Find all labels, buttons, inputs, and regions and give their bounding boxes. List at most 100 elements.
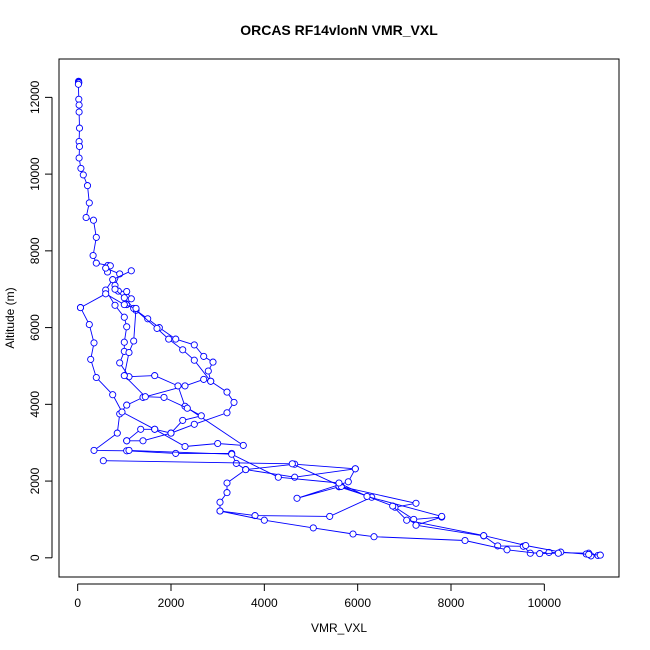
data-point (74, 80, 82, 88)
data-point (179, 346, 187, 354)
data-point (90, 339, 98, 347)
data-point (120, 338, 128, 346)
data-point (87, 355, 95, 363)
data-point (99, 457, 107, 465)
data-point (260, 516, 268, 524)
data-point (223, 409, 231, 417)
data-point (363, 492, 371, 500)
y-axis-label: Altitude (m) (3, 287, 17, 348)
data-point (132, 304, 140, 312)
data-point (335, 479, 343, 487)
data-point (181, 382, 189, 390)
y-tick-label: 2000 (28, 467, 42, 494)
data-point (585, 550, 593, 558)
data-point (480, 532, 488, 540)
data-point (370, 533, 378, 541)
data-point (228, 450, 236, 458)
data-point (344, 478, 352, 486)
y-tick-label: 4000 (28, 391, 42, 418)
data-point (274, 473, 282, 481)
data-point (116, 359, 124, 367)
y-tick-label: 6000 (28, 314, 42, 341)
data-point (127, 267, 135, 275)
x-tick-label: 8000 (438, 596, 465, 610)
data-point (223, 489, 231, 497)
data-point (92, 233, 100, 241)
data-point (123, 401, 131, 409)
data-point (153, 324, 161, 332)
data-point (179, 416, 187, 424)
data-point (125, 446, 133, 454)
y-tick-label: 12000 (28, 80, 42, 114)
data-point (123, 437, 131, 445)
x-tick-label: 2000 (158, 596, 185, 610)
series-line (338, 485, 599, 557)
data-point (130, 337, 138, 345)
data-point (75, 154, 83, 162)
data-point (596, 551, 604, 559)
data-point (207, 377, 215, 385)
data-point (242, 466, 250, 474)
data-point (151, 425, 159, 433)
data-point (403, 516, 411, 524)
data-point (125, 348, 133, 357)
chart-title: ORCAS RF14vlonN VMR_VXL (240, 22, 438, 38)
data-point (113, 429, 121, 437)
data-point (349, 530, 357, 538)
data-point (83, 182, 92, 190)
data-point (75, 142, 84, 151)
x-tick-label: 10000 (528, 596, 562, 610)
data-point (75, 108, 83, 116)
data-point (120, 301, 128, 309)
data-point (181, 442, 189, 451)
data-point (214, 439, 222, 448)
data-point (412, 521, 420, 529)
data-point (120, 313, 128, 321)
data-point (139, 437, 147, 445)
data-point (536, 550, 544, 558)
data-point (118, 408, 126, 416)
data-point (75, 101, 83, 109)
data-point (293, 494, 301, 502)
data-point (183, 404, 191, 412)
data-point (216, 498, 224, 506)
data-point (102, 290, 110, 298)
data-point (120, 294, 128, 302)
data-point (165, 335, 173, 343)
data-point (172, 335, 180, 343)
x-axis-label: VMR_VXL (311, 621, 367, 635)
data-point (75, 124, 84, 132)
data-point (204, 367, 212, 375)
data-point (90, 446, 98, 454)
data-point (89, 251, 97, 260)
data-point (309, 524, 317, 532)
data-point (200, 375, 208, 383)
data-point (85, 199, 93, 207)
data-point (174, 382, 182, 390)
data-point (230, 398, 238, 406)
data-point (77, 164, 85, 172)
data-point (82, 213, 90, 222)
data-point (85, 320, 93, 329)
x-tick-label: 4000 (251, 596, 278, 610)
data-point (197, 412, 205, 420)
data-point (144, 315, 152, 323)
data-point (172, 449, 180, 457)
data-point (160, 393, 168, 401)
data-point (111, 301, 119, 309)
data-point (522, 541, 530, 550)
data-point (141, 393, 149, 401)
data-point (92, 373, 100, 382)
data-point (109, 391, 117, 399)
series-line (114, 288, 235, 442)
data-point (545, 548, 553, 556)
data-point (503, 546, 511, 554)
data-point (209, 358, 217, 366)
data-point (239, 441, 247, 449)
data-point (288, 460, 296, 468)
data-point (190, 420, 198, 428)
data-point (223, 388, 231, 396)
data-point (109, 276, 117, 284)
data-point (89, 216, 98, 224)
